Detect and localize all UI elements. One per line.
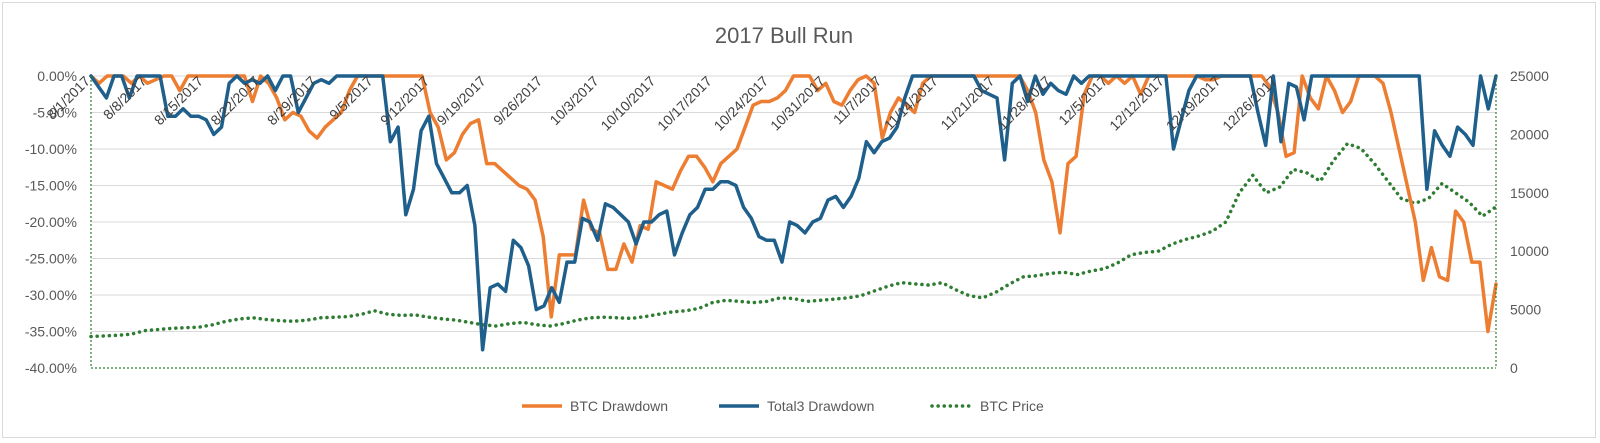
y-left-tick-label: -25.00% bbox=[25, 251, 77, 267]
y-left-tick-label: -10.00% bbox=[25, 141, 77, 157]
x-tick-label: 10/10/2017 bbox=[597, 73, 658, 134]
y-left-tick-label: -35.00% bbox=[25, 324, 77, 340]
legend-label: Total3 Drawdown bbox=[767, 398, 874, 414]
y-right-tick-label: 25000 bbox=[1510, 68, 1549, 84]
y-right-tick-label: 15000 bbox=[1510, 185, 1549, 201]
y-left-tick-label: -5.00% bbox=[33, 105, 77, 121]
legend: BTC Drawdown Total3 Drawdown BTC Price bbox=[522, 398, 1044, 414]
y-left-tick-label: -30.00% bbox=[25, 287, 77, 303]
x-tick-label: 8/15/2017 bbox=[151, 73, 207, 129]
x-tick-label: 10/17/2017 bbox=[654, 73, 715, 134]
x-tick-label: 11/21/2017 bbox=[937, 73, 997, 133]
x-tick-label: 10/31/2017 bbox=[767, 73, 828, 134]
legend-label: BTC Price bbox=[980, 398, 1044, 414]
legend-label: BTC Drawdown bbox=[570, 398, 668, 414]
series-line-btc-price bbox=[89, 141, 1498, 339]
chart-title: 2017 Bull Run bbox=[715, 23, 853, 48]
series-line-total3-drawdown bbox=[89, 74, 1498, 352]
x-tick-label: 9/26/2017 bbox=[490, 73, 546, 129]
right-axis: 25000 20000 15000 10000 5000 0 bbox=[1510, 68, 1549, 376]
y-left-tick-label: -40.00% bbox=[25, 360, 77, 376]
y-right-tick-label: 0 bbox=[1510, 360, 1518, 376]
y-left-tick-label: 0.00% bbox=[37, 68, 77, 84]
y-right-tick-label: 5000 bbox=[1510, 302, 1541, 318]
x-tick-label: 10/3/2017 bbox=[546, 73, 602, 129]
y-right-tick-label: 20000 bbox=[1510, 126, 1549, 142]
y-left-tick-label: -15.00% bbox=[25, 178, 77, 194]
series-line-btc-drawdown bbox=[89, 74, 1498, 334]
chart-svg: 2017 Bull Run 0.00% -5.00% -10.00% -15.00% -… bbox=[25, 23, 1549, 414]
x-tick-label: 9/19/2017 bbox=[433, 73, 489, 129]
y-left-tick-label: -20.00% bbox=[25, 214, 77, 230]
y-right-tick-label: 10000 bbox=[1510, 243, 1549, 259]
left-axis: 0.00% -5.00% -10.00% -15.00% -20.00% -25.00% -… bbox=[25, 68, 77, 376]
series-group bbox=[89, 74, 1498, 369]
